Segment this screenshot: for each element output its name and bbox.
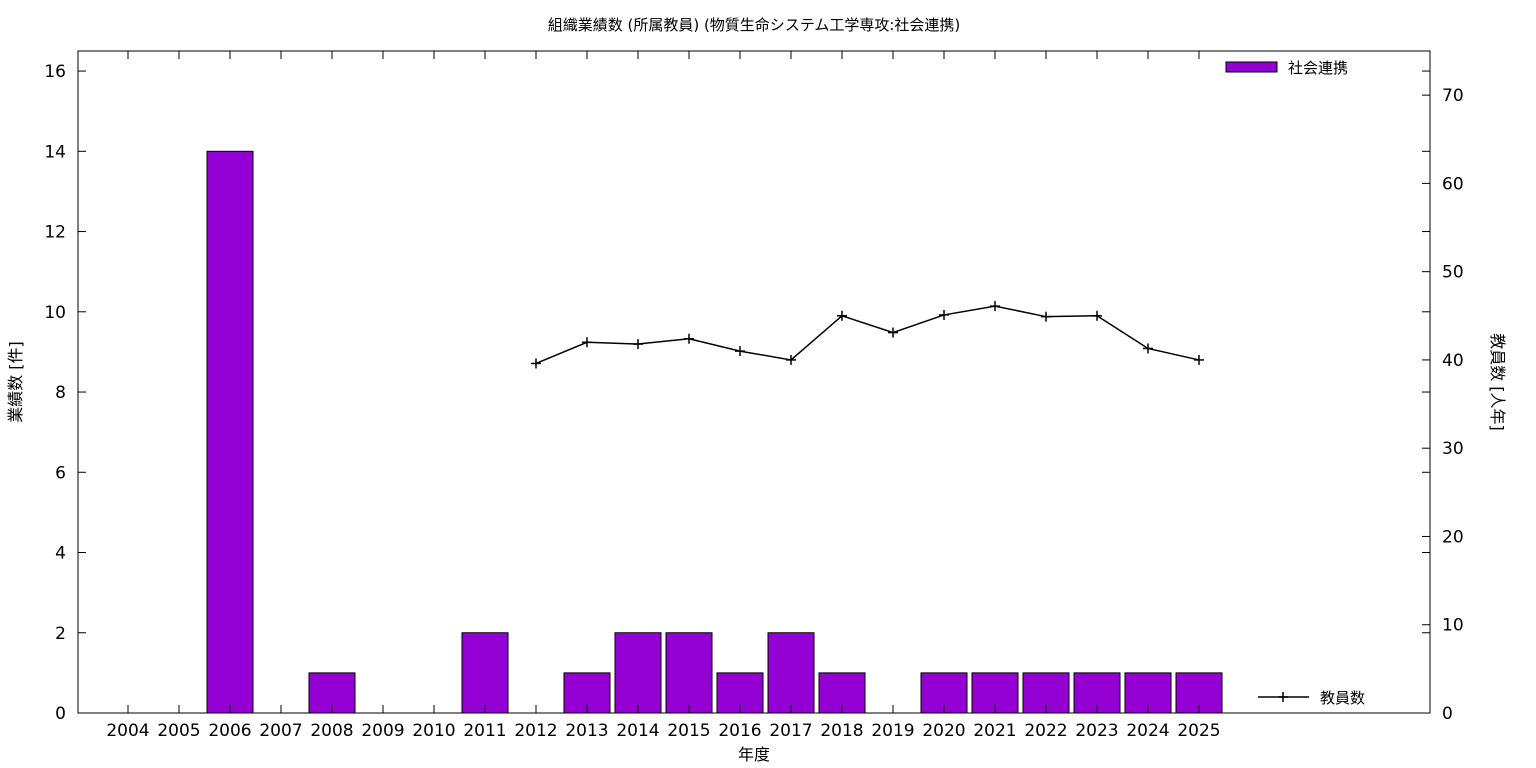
y-axis-label: 業績数 [件] [6,341,25,423]
line-point-2014 [633,339,643,350]
x-tick-label: 2019 [871,721,914,741]
x-tick-label: 2025 [1177,721,1220,741]
bars-group [206,150,1223,714]
bar-2014 [614,632,662,714]
right-tick-label: 70 [1442,86,1464,106]
line-point-2020 [939,309,949,320]
legend-line: 教員数 [1258,689,1365,707]
x-tick-label: 2011 [463,721,506,741]
bar-2015 [665,632,713,714]
x-tick-label: 2018 [820,721,863,741]
x-tick-label: 2024 [1126,721,1169,741]
x-tick-label: 2015 [667,721,710,741]
left-tick-label: 4 [55,544,66,564]
left-tick-label: 12 [44,223,66,243]
x-tick-label: 2013 [565,721,608,741]
left-axis: 0 2 4 6 8 10 12 14 16 [44,62,1430,724]
line-point-2013 [582,337,592,348]
right-tick-label: 60 [1442,174,1464,194]
right-axis: 0 10 20 30 40 50 60 70 [1422,86,1464,724]
legend-bar-label: 社会連携 [1288,59,1348,77]
right-tick-label: 30 [1442,439,1464,459]
left-tick-label: 0 [55,704,66,724]
faculty-line [535,305,1200,365]
line-point-2012 [531,358,541,369]
bar-2017 [767,632,815,714]
left-tick-label: 6 [55,463,66,483]
line-point-2023 [1092,310,1102,321]
x-tick-label: 2010 [412,721,455,741]
x-tick-label: 2022 [1024,721,1067,741]
x-tick-label: 2023 [1075,721,1118,741]
line-point-2024 [1143,343,1153,354]
line-point-2022 [1041,311,1051,322]
x-tick-label: 2009 [361,721,404,741]
line-point-2018 [837,310,847,321]
bar-2011 [461,632,509,714]
right-tick-label: 10 [1442,616,1464,636]
x-tick-label: 2017 [769,721,812,741]
y2-axis-label: 教員数 [人年] [1488,333,1507,431]
left-tick-label: 8 [55,383,66,403]
chart-title: 組織業績数 (所属教員) (物質生命システム工学専攻:社会連携) [548,16,961,34]
line-point-2019 [888,327,898,338]
line-point-2015 [684,333,694,344]
x-tick-label: 2007 [259,721,302,741]
x-tick-label: 2014 [616,721,659,741]
right-tick-label: 0 [1442,704,1453,724]
line-point-2025 [1194,354,1204,365]
x-tick-label: 2008 [310,721,353,741]
line-point-2021 [990,301,1000,312]
x-tick-label: 2012 [514,721,557,741]
right-tick-label: 20 [1442,527,1464,547]
x-tick-label: 2020 [922,721,965,741]
left-tick-label: 14 [44,142,66,162]
legend-bar-swatch [1225,61,1278,73]
plot-frame [77,50,1431,714]
left-tick-label: 2 [55,624,66,644]
left-tick-label: 16 [44,62,66,82]
line-group [531,301,1204,369]
legend-line-marker [1278,692,1288,702]
x-axis: 2004 2005 2006 2007 2008 2009 2010 2011 2012 2013… [106,51,1221,741]
legend-bar: 社会連携 [1225,59,1348,77]
x-tick-label: 2005 [157,721,200,741]
bar-2006 [206,150,254,714]
x-axis-label: 年度 [738,745,770,764]
x-tick-label: 2016 [718,721,761,741]
x-tick-label: 2004 [106,721,149,741]
legend-line-label: 教員数 [1320,689,1365,707]
left-tick-label: 10 [44,303,66,323]
x-tick-label: 2006 [208,721,251,741]
line-point-2017 [786,354,796,365]
x-tick-label: 2021 [973,721,1016,741]
line-point-2016 [735,346,745,357]
right-tick-label: 50 [1442,263,1464,283]
right-tick-label: 40 [1442,351,1464,371]
